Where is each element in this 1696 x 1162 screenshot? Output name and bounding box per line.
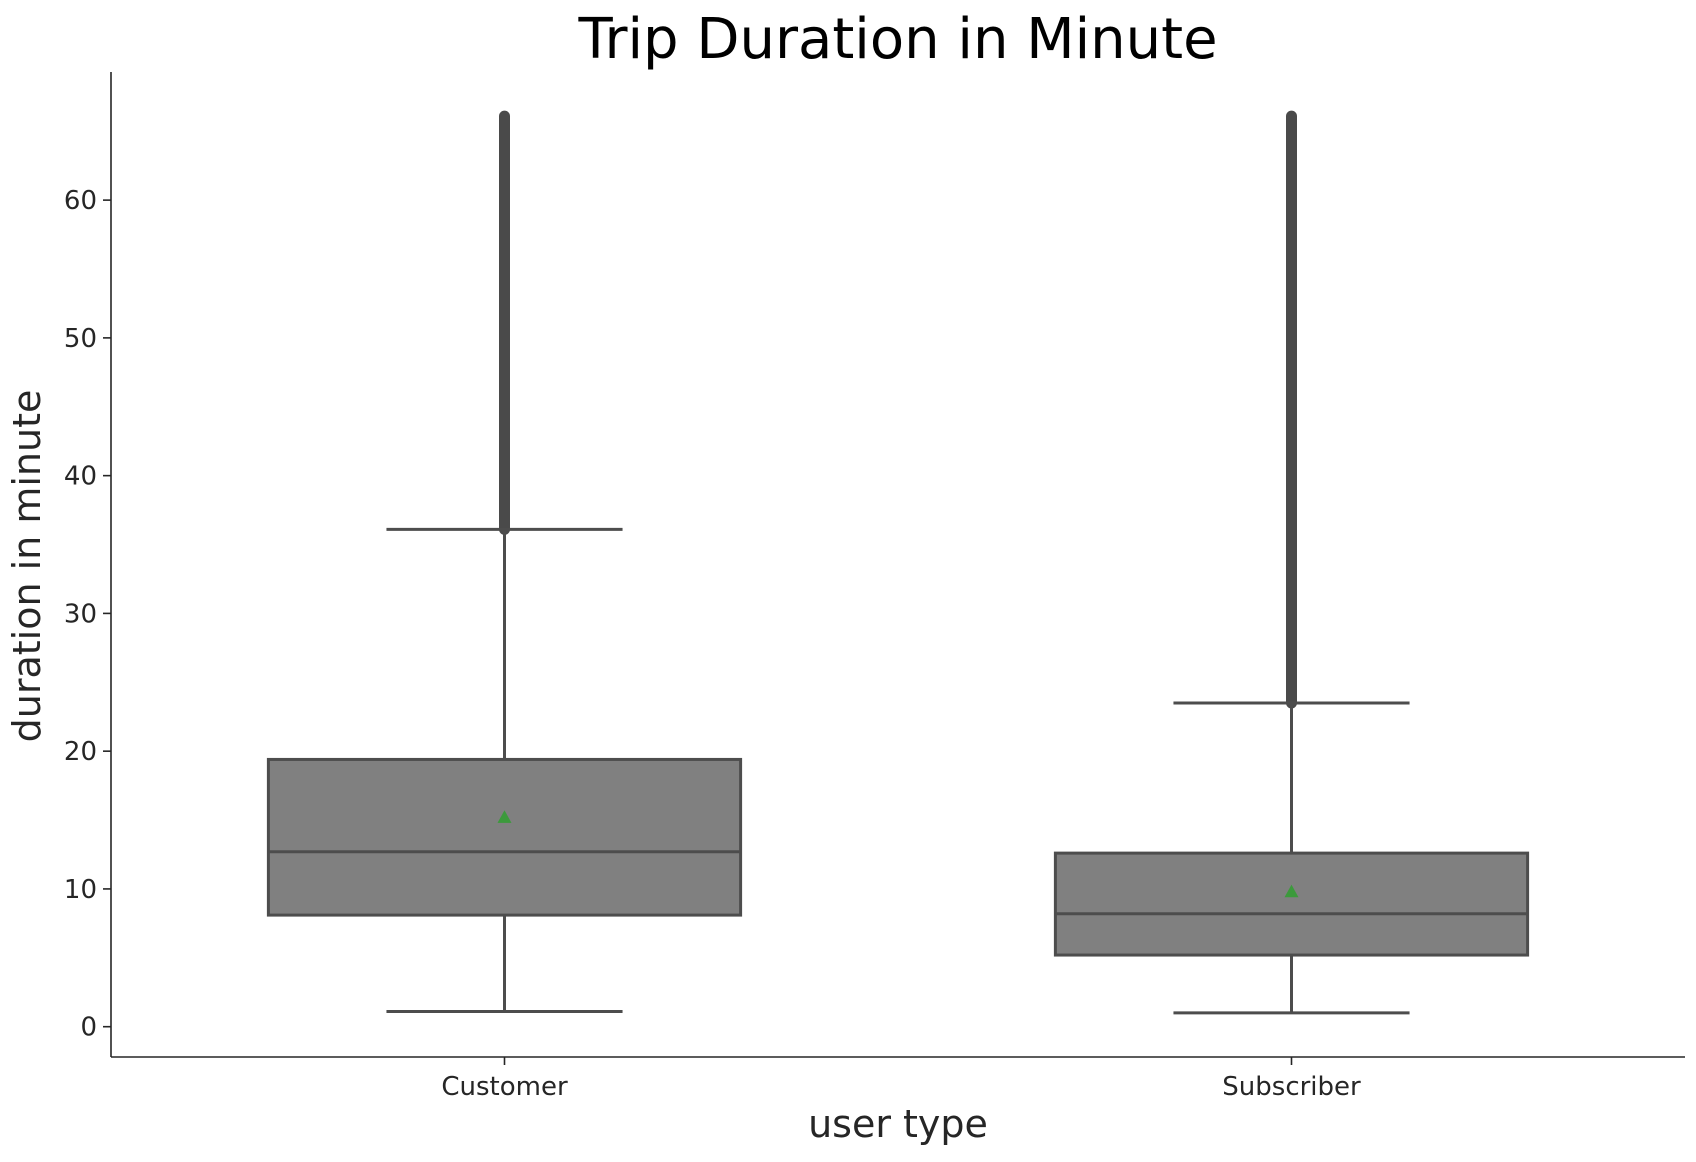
y-tick-label: 10 bbox=[64, 875, 97, 905]
x-axis-title: user type bbox=[808, 1102, 988, 1146]
box-customer bbox=[266, 110, 743, 1014]
plot-area bbox=[266, 110, 1530, 1015]
y-axis-title: duration in minute bbox=[5, 390, 49, 743]
x-tick-label: Customer bbox=[441, 1072, 568, 1102]
iqr-box bbox=[266, 757, 743, 917]
mean-marker bbox=[1284, 884, 1299, 898]
y-tick-label: 0 bbox=[80, 1013, 97, 1043]
x-axis-ticks: Customer Subscriber bbox=[441, 1057, 1361, 1102]
y-tick-label: 20 bbox=[64, 737, 97, 767]
box-subscriber bbox=[1053, 110, 1530, 1015]
y-axis-ticks: 0 10 20 30 40 50 60 bbox=[64, 186, 111, 1043]
y-tick-label: 50 bbox=[64, 324, 97, 354]
y-tick-label: 40 bbox=[64, 462, 97, 492]
x-tick-label: Subscriber bbox=[1222, 1072, 1361, 1102]
chart-title: Trip Duration in Minute bbox=[577, 7, 1217, 72]
y-tick-label: 60 bbox=[64, 186, 97, 216]
iqr-box bbox=[1053, 851, 1530, 957]
mean-marker bbox=[497, 810, 512, 823]
y-tick-label: 30 bbox=[64, 599, 97, 629]
